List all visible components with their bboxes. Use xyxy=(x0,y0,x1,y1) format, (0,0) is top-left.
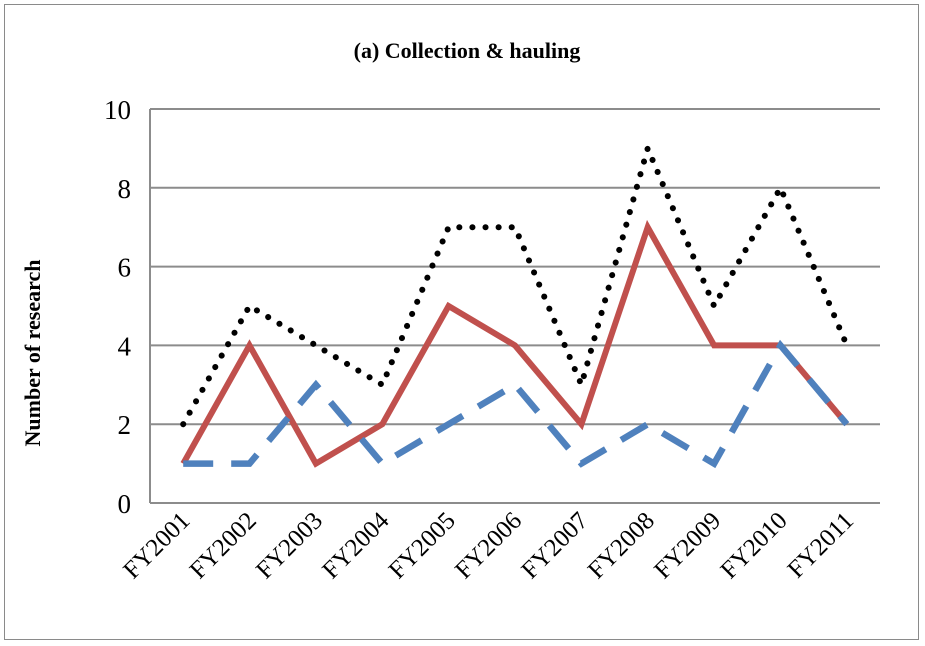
x-tick-label: FY2002 xyxy=(185,507,262,584)
series-line-2 xyxy=(180,219,850,468)
series-line-3 xyxy=(183,339,850,469)
series-line-1 xyxy=(180,139,850,428)
x-tick-label: FY2008 xyxy=(583,507,660,584)
y-tick-label: 8 xyxy=(118,174,132,204)
x-tick-label: FY2011 xyxy=(783,507,859,583)
x-tick-label: FY2009 xyxy=(649,507,726,584)
x-tick-label: FY2006 xyxy=(450,507,527,584)
y-tick-label: 0 xyxy=(118,489,132,519)
gridlines xyxy=(149,108,880,504)
x-axis-ticks: FY2001FY2002FY2003FY2004FY2005FY2006FY20… xyxy=(118,507,859,584)
x-tick-label: FY2004 xyxy=(317,507,394,584)
y-tick-label: 10 xyxy=(104,95,131,125)
series-lines xyxy=(180,139,850,469)
x-tick-label: FY2003 xyxy=(251,507,328,584)
y-tick-label: 2 xyxy=(118,410,132,440)
y-axis-label: Number of research xyxy=(20,260,45,447)
y-axis-ticks: 0 2 4 6 8 10 xyxy=(104,95,132,519)
chart-title: (a) Collection & hauling xyxy=(354,38,581,63)
x-tick-label: FY2010 xyxy=(716,507,793,584)
y-tick-label: 4 xyxy=(118,331,132,361)
x-tick-label: FY2005 xyxy=(384,507,461,584)
x-tick-label: FY2007 xyxy=(517,507,594,584)
y-tick-label: 6 xyxy=(118,253,132,283)
